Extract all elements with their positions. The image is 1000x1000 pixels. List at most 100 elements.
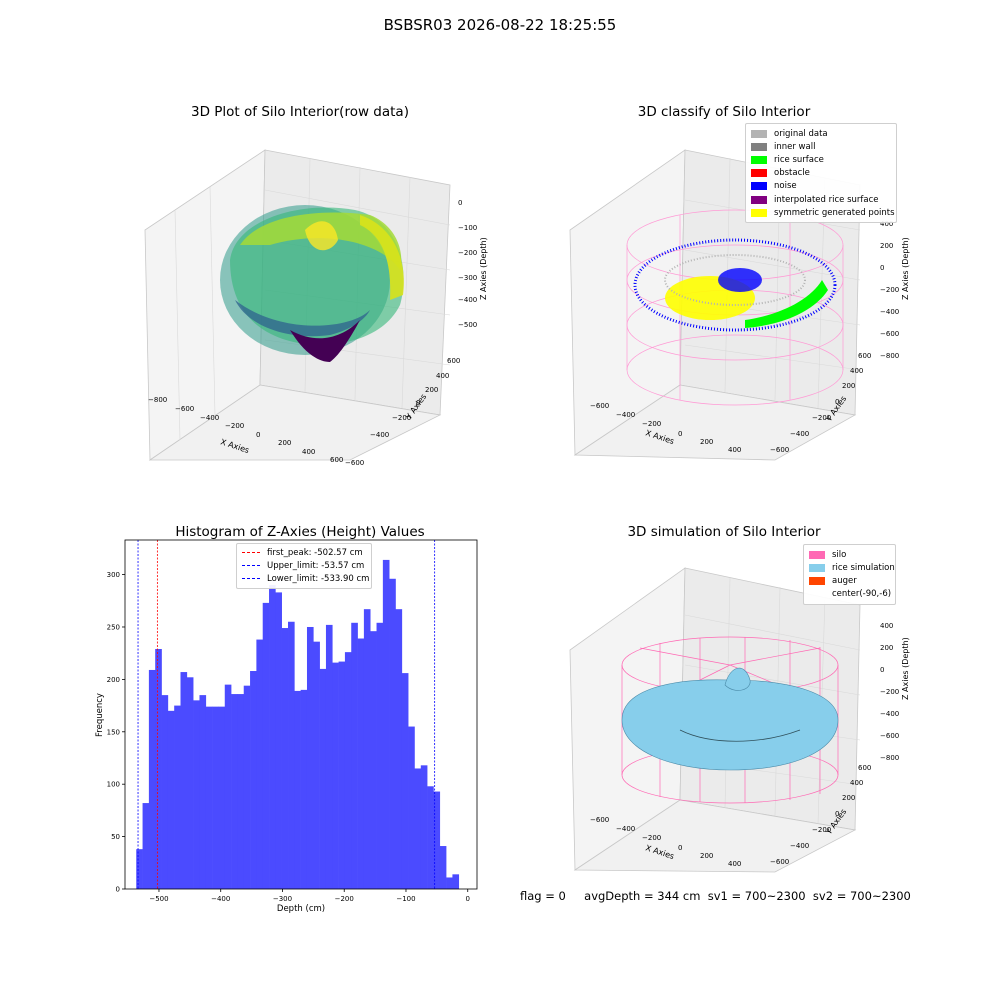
svg-text:−800: −800 <box>880 352 899 360</box>
swatch-first-peak <box>242 552 260 554</box>
svg-text:600: 600 <box>330 456 343 464</box>
histogram-bar <box>218 706 226 889</box>
histogram-frame <box>124 539 478 890</box>
flag-text: flag = 0 <box>520 889 566 903</box>
figure-title: BSBSR03 2026-08-22 18:25:55 <box>383 16 617 34</box>
swatch-symmetric <box>751 208 767 217</box>
histogram-x-ticks: −500 −400 −300 −200 −100 0 <box>149 889 470 903</box>
histogram-bar <box>452 874 460 889</box>
y-tick-label: 250 <box>107 623 120 631</box>
svg-text:−400: −400 <box>200 414 219 422</box>
svg-text:400: 400 <box>850 779 863 787</box>
histogram-bar <box>439 846 447 889</box>
histogram-bar <box>414 768 422 889</box>
simulation-x-ticks: −600 −400 −200 0 200 400 <box>590 816 741 868</box>
svg-text:200: 200 <box>425 386 438 394</box>
svg-text:−200: −200 <box>642 834 661 842</box>
histogram-bar <box>376 622 384 889</box>
y-tick-label: 150 <box>107 728 120 736</box>
svg-text:400: 400 <box>728 446 741 454</box>
histogram-xlabel: Depth (cm) <box>277 904 325 914</box>
y-tick-label: 0 <box>116 886 120 894</box>
histogram-bar <box>269 585 276 889</box>
raw-y-ticks: −600 −400 −200 0 200 400 600 <box>345 357 460 467</box>
histogram-bar <box>193 700 200 889</box>
histogram-bar <box>351 622 358 889</box>
simulation-3d-plot: 400 200 0 −200 −400 −600 −800 −600 −400 … <box>569 567 910 873</box>
svg-text:−400: −400 <box>370 431 389 439</box>
legend-item-silo: silo <box>809 548 890 561</box>
legend-item-auger: auger <box>809 574 890 587</box>
svg-text:−400: −400 <box>880 710 899 718</box>
simulation-plot-title: 3D simulation of Silo Interior <box>627 524 821 540</box>
svg-text:−400: −400 <box>790 430 809 438</box>
histogram-bar <box>389 578 396 889</box>
svg-text:0: 0 <box>416 399 420 407</box>
svg-text:−400: −400 <box>458 296 477 304</box>
histogram-bar <box>357 638 365 889</box>
svg-text:−300: −300 <box>458 274 477 282</box>
histogram-bar <box>363 609 371 889</box>
histogram-bar <box>275 592 282 889</box>
histogram-bar <box>243 685 251 889</box>
svg-text:−800: −800 <box>148 396 167 404</box>
histogram-bar <box>174 705 181 889</box>
histogram-bars <box>136 559 460 889</box>
x-tick-label: −100 <box>396 895 415 903</box>
swatch-interpolated <box>751 195 767 204</box>
swatch-rice-surface <box>751 155 767 164</box>
legend-item-upper-limit: Upper_limit: -53.57 cm <box>242 559 366 572</box>
svg-text:400: 400 <box>302 448 315 456</box>
svg-text:200: 200 <box>842 382 855 390</box>
svg-text:−800: −800 <box>880 754 899 762</box>
histogram-bar <box>332 662 339 889</box>
histogram-bar <box>395 609 403 889</box>
histogram-bar <box>325 624 333 889</box>
legend-item-obstacle: obstacle <box>751 167 891 180</box>
swatch-silo <box>809 550 825 559</box>
svg-text:0: 0 <box>835 398 839 406</box>
x-tick-label: −400 <box>211 895 230 903</box>
histogram-chart: −500 −400 −300 −200 −100 0 0 50 100 150 200 250 300… <box>95 539 478 914</box>
histogram-bar <box>199 695 207 889</box>
svg-text:−200: −200 <box>225 422 244 430</box>
histogram-bar <box>420 765 428 889</box>
histogram-vlines <box>137 540 436 889</box>
svg-text:−600: −600 <box>345 459 364 467</box>
svg-text:−500: −500 <box>458 321 477 329</box>
svg-text:0: 0 <box>678 430 682 438</box>
svg-text:−200: −200 <box>812 826 831 834</box>
svg-text:200: 200 <box>700 852 713 860</box>
svg-text:600: 600 <box>858 352 871 360</box>
histogram-bar <box>212 706 219 889</box>
stats-text: avgDepth = 344 cm sv1 = 700~2300 sv2 = 7… <box>584 889 911 903</box>
raw-zlabel: Z Axies (Depth) <box>479 237 488 300</box>
rice-simulation-surface <box>621 667 839 771</box>
histogram-ylabel: Frequency <box>95 693 105 737</box>
status-footer: flag = 0 avgDepth = 344 cm sv1 = 700~230… <box>520 889 911 903</box>
svg-text:−200: −200 <box>880 286 899 294</box>
svg-text:200: 200 <box>278 439 291 447</box>
swatch-noise <box>751 182 767 191</box>
histogram-bar <box>294 690 301 889</box>
svg-text:200: 200 <box>880 242 893 250</box>
swatch-center <box>809 590 825 598</box>
x-tick-label: −200 <box>335 895 354 903</box>
simulation-legend: silo rice simulation auger center(-90,-6… <box>803 544 896 605</box>
legend-item-rice-surface: rice surface <box>751 153 891 166</box>
histogram-bar <box>446 877 453 889</box>
histogram-bar <box>306 626 314 889</box>
histogram-bar <box>319 668 327 889</box>
legend-item-original-data: original data <box>751 127 891 140</box>
svg-text:400: 400 <box>436 372 449 380</box>
x-tick-label: −300 <box>273 895 292 903</box>
svg-text:200: 200 <box>880 644 893 652</box>
histogram-legend: first_peak: -502.57 cm Upper_limit: -53.… <box>236 543 372 589</box>
svg-text:0: 0 <box>880 666 884 674</box>
histogram-bar <box>427 786 434 889</box>
classify-y-ticks: −600 −400 −200 0 200 400 600 <box>770 352 871 454</box>
classify-legend: original data inner wall rice surface ob… <box>745 123 897 224</box>
histogram-bar <box>401 673 409 889</box>
swatch-original-data <box>751 129 767 138</box>
swatch-rice-simulation <box>809 563 825 572</box>
